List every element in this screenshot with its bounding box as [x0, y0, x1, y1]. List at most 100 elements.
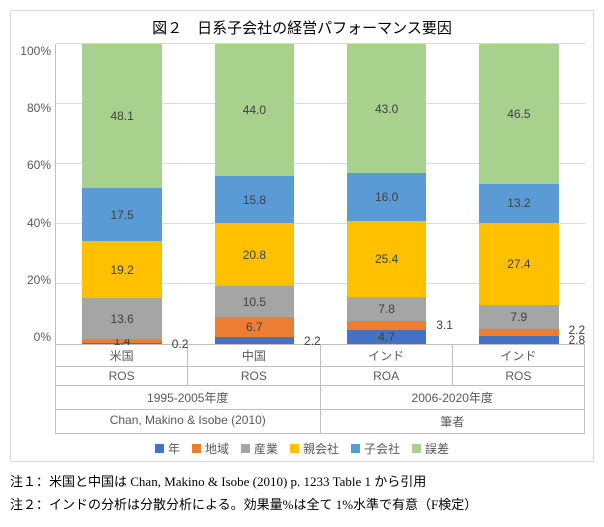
y-tick: 40%	[19, 216, 51, 230]
y-tick: 100%	[19, 44, 51, 58]
legend-item-year: 年	[155, 440, 180, 457]
bar-segment-industry: 7.8	[347, 297, 426, 320]
footnotes: 注１：米国と中国は Chan, Makino & Isobe (2010) p.…	[10, 470, 594, 517]
bar-column: 2.82.27.927.413.246.5	[453, 44, 585, 344]
data-label: 0.2	[172, 338, 189, 350]
bar-segment-error: 43.0	[347, 44, 426, 173]
x-axis-name-row: 米国中国インドインド	[55, 345, 585, 367]
stacked-bar: 4.73.1 7.8 25.4 16.0 43.0	[347, 44, 426, 344]
bar-segment-error: 44.0	[215, 44, 294, 176]
x-group-period: 2006-2020年度	[320, 386, 586, 410]
chart-title: 図２ 日系子会社の経営パフォーマンス要因	[19, 17, 585, 38]
x-group-source: Chan, Makino & Isobe (2010)	[55, 410, 320, 434]
x-category-sub: ROA	[320, 367, 452, 386]
legend-item-error: 誤差	[412, 440, 449, 457]
legend-label: 親会社	[303, 440, 339, 457]
y-tick: 80%	[19, 101, 51, 115]
bar-segment-region: 6.7	[215, 317, 294, 337]
legend-label: 地域	[205, 440, 229, 457]
legend-item-parent: 親会社	[290, 440, 339, 457]
bar-segment-error: 46.5	[479, 44, 558, 184]
x-axis-group-row-1: 1995-2005年度2006-2020年度	[55, 386, 585, 410]
legend-swatch	[192, 444, 201, 453]
x-axis-sub-row: ROSROSROAROS	[55, 367, 585, 386]
legend-label: 子会社	[364, 440, 400, 457]
stacked-bar: 0.21.413.619.217.548.1	[82, 44, 161, 344]
data-label: 46.5	[507, 108, 530, 120]
chart-area: 100%80%60%40%20%0% 0.21.413.619.217.548.…	[19, 44, 585, 345]
bar-segment-sub: 16.0	[347, 173, 426, 221]
data-label: 13.2	[507, 197, 530, 209]
x-axis-group-row-2: Chan, Makino & Isobe (2010)筆者	[55, 410, 585, 434]
data-label: 25.4	[375, 253, 398, 265]
legend-item-region: 地域	[192, 440, 229, 457]
data-label: 13.6	[110, 313, 133, 325]
data-label: 48.1	[110, 110, 133, 122]
bar-segment-year: 2.8	[479, 336, 558, 344]
data-label: 2.2	[304, 335, 321, 347]
x-category-name: 中国	[187, 345, 319, 367]
bar-segment-region: 2.2	[479, 329, 558, 336]
y-tick: 20%	[19, 273, 51, 287]
footnote-1: 注１：米国と中国は Chan, Makino & Isobe (2010) p.…	[10, 470, 594, 493]
chart-container: 図２ 日系子会社の経営パフォーマンス要因 100%80%60%40%20%0% …	[10, 10, 594, 462]
y-tick: 0%	[19, 330, 51, 344]
stacked-bar: 2.2 6.7 10.5 20.8 15.8 44.0	[215, 44, 294, 344]
x-group-period: 1995-2005年度	[55, 386, 320, 410]
data-label: 44.0	[243, 104, 266, 116]
data-label: 7.9	[511, 311, 528, 323]
data-label: 27.4	[507, 258, 530, 270]
data-label: 17.5	[110, 209, 133, 221]
bar-column: 2.2 6.7 10.5 20.8 15.8 44.0	[188, 44, 320, 344]
bar-segment-parent: 19.2	[82, 241, 161, 299]
stacked-bar: 2.82.2 7.9 27.4 13.2 46.5	[479, 44, 558, 344]
legend-item-sub: 子会社	[351, 440, 400, 457]
x-category-sub: ROS	[187, 367, 319, 386]
bar-segment-sub: 17.5	[82, 188, 161, 241]
data-label: 4.7	[378, 331, 395, 343]
bar-segment-year: 2.2	[215, 337, 294, 344]
bar-segment-parent: 25.4	[347, 221, 426, 297]
data-label: 16.0	[375, 191, 398, 203]
bar-segment-error: 48.1	[82, 44, 161, 188]
bar-segment-industry: 7.9	[479, 305, 558, 329]
x-category-sub: ROS	[55, 367, 187, 386]
data-label: 6.7	[246, 321, 263, 333]
legend-swatch	[412, 444, 421, 453]
data-label: 2.2	[569, 324, 586, 336]
bar-segment-parent: 20.8	[215, 223, 294, 285]
legend: 年 地域 産業 親会社 子会社 誤差	[19, 440, 585, 457]
bar-segment-region: 1.4	[82, 339, 161, 343]
legend-item-industry: 産業	[241, 440, 278, 457]
data-label: 7.8	[378, 303, 395, 315]
x-category-sub: ROS	[452, 367, 585, 386]
bar-column: 0.21.413.619.217.548.1	[56, 44, 188, 344]
data-label: 10.5	[243, 296, 266, 308]
legend-swatch	[241, 444, 250, 453]
bar-segment-sub: 13.2	[479, 184, 558, 224]
bar-segment-industry: 13.6	[82, 298, 161, 339]
legend-label: 産業	[254, 440, 278, 457]
data-label: 3.1	[436, 319, 453, 331]
plot-area: 0.21.413.619.217.548.12.26.710.520.815.8…	[55, 44, 585, 345]
data-label: 15.8	[243, 194, 266, 206]
legend-swatch	[290, 444, 299, 453]
bar-column: 4.73.17.825.416.043.0	[321, 44, 453, 344]
bar-segment-sub: 15.8	[215, 176, 294, 223]
bar-segment-year: 4.7	[347, 330, 426, 344]
y-tick: 60%	[19, 158, 51, 172]
bar-segment-region: 3.1	[347, 321, 426, 330]
legend-swatch	[351, 444, 360, 453]
legend-label: 誤差	[425, 440, 449, 457]
x-group-source: 筆者	[320, 410, 586, 434]
data-label: 20.8	[243, 249, 266, 261]
x-category-name: インド	[452, 345, 585, 367]
x-category-name: インド	[320, 345, 452, 367]
plot-wrap: 0.21.413.619.217.548.12.26.710.520.815.8…	[55, 44, 585, 345]
legend-swatch	[155, 444, 164, 453]
footnote-2: 注２：インドの分析は分散分析による。効果量%は全て 1%水準で有意（F検定）	[10, 493, 594, 516]
data-label: 19.2	[110, 264, 133, 276]
bar-segment-parent: 27.4	[479, 223, 558, 305]
legend-label: 年	[168, 440, 180, 457]
y-axis: 100% 80% 60% 40% 20% 0%	[19, 44, 55, 344]
